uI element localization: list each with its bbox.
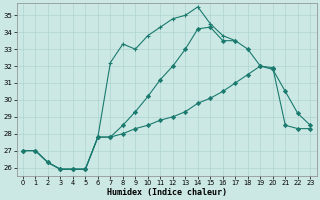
X-axis label: Humidex (Indice chaleur): Humidex (Indice chaleur) (107, 188, 227, 197)
